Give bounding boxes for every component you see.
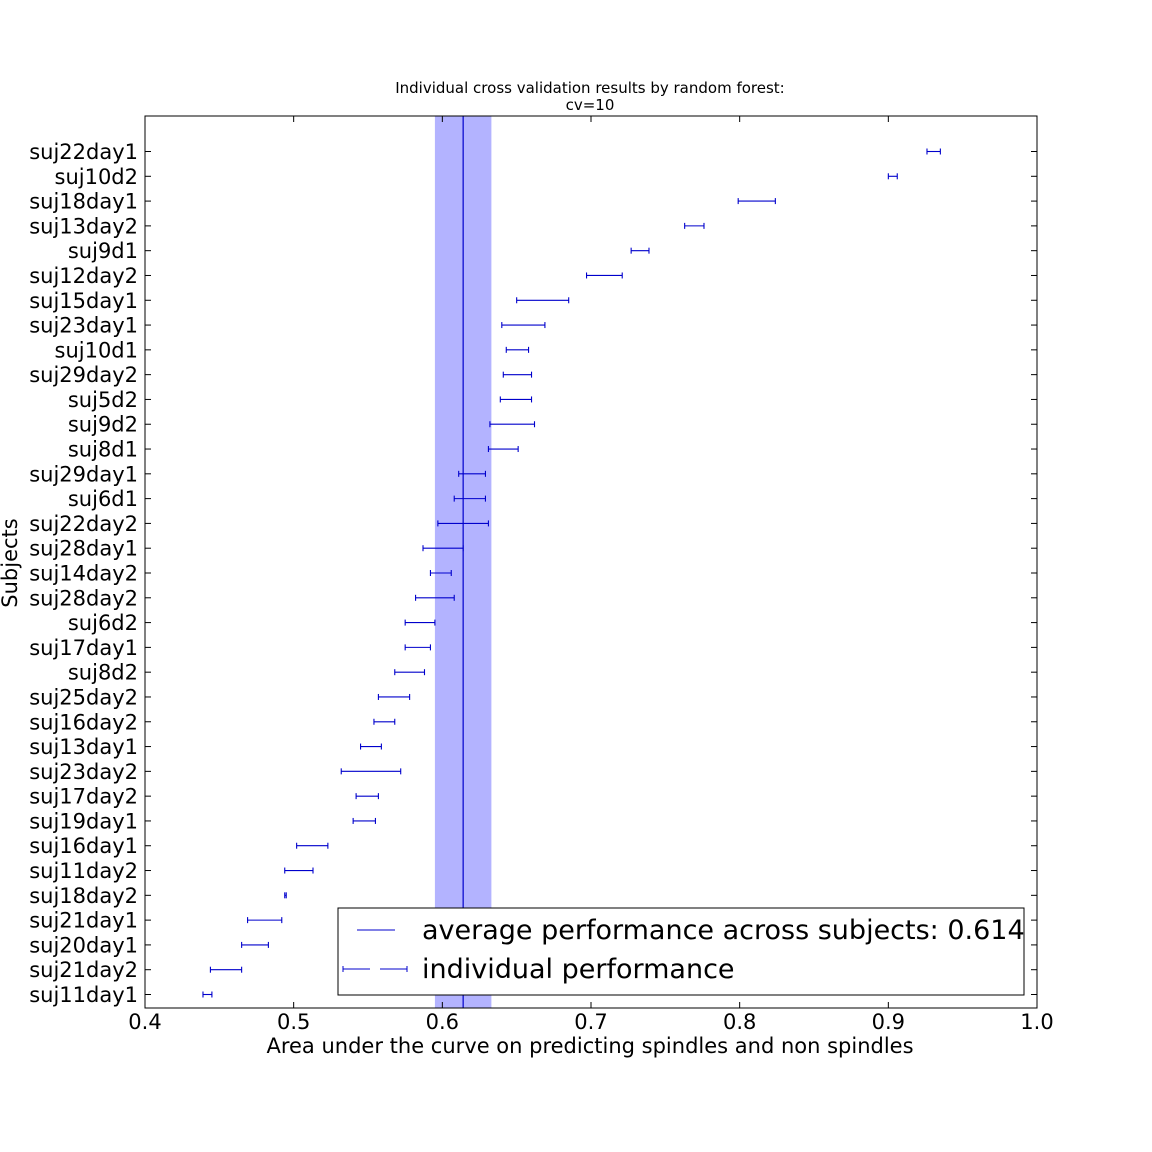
subject-error-bar: [284, 867, 314, 874]
subject-error-bar: [284, 892, 287, 899]
subject-error-bar: [737, 198, 776, 205]
subject-label: suj19day1: [29, 809, 138, 833]
subject-error-bar: [404, 644, 431, 651]
x-axis-label: Area under the curve on predicting spind…: [266, 1034, 913, 1058]
subject-error-bar: [202, 991, 213, 998]
subject-label: suj6d2: [68, 611, 138, 635]
legend-frame: [337, 907, 1025, 996]
subject-error-bar: [352, 817, 376, 824]
subject-error-bar: [505, 346, 530, 353]
subject-label: suj17day1: [29, 636, 138, 660]
subject-label: suj17day2: [29, 785, 138, 809]
subject-label: suj13day1: [29, 735, 138, 759]
subject-label: suj22day1: [29, 140, 138, 164]
subject-label: suj10d1: [55, 338, 139, 362]
subject-error-bar: [429, 570, 452, 576]
subject-error-bar: [296, 842, 329, 849]
x-tick-label: 0.9: [872, 1010, 905, 1034]
subject-error-bar: [394, 669, 426, 676]
subject-label: suj23day1: [29, 314, 138, 338]
legend: average performance across subjects: 0.6…: [337, 907, 1025, 996]
subject-error-bar: [415, 594, 455, 601]
subject-label: suj20day1: [29, 933, 138, 957]
legend-individual-label: individual performance: [422, 954, 735, 985]
chart-title: Individual cross validation results by r…: [395, 79, 785, 97]
subject-label: suj29day2: [29, 363, 138, 387]
subject-label: suj29day1: [29, 462, 138, 486]
x-tick-label: 0.5: [277, 1010, 310, 1034]
y-axis-label: Subjects: [0, 518, 22, 607]
subject-label: suj10d2: [55, 165, 139, 189]
subject-error-bar: [241, 941, 269, 948]
subject-error-bar: [887, 173, 898, 180]
subject-error-bar: [458, 470, 486, 477]
subject-label: suj5d2: [68, 388, 138, 412]
subject-error-bar: [630, 247, 650, 254]
subject-label: suj6d1: [68, 487, 138, 511]
subject-label: suj22day2: [29, 512, 138, 536]
subject-error-bar: [453, 495, 486, 502]
subject-error-bar: [585, 272, 623, 279]
subject-error-bar: [489, 421, 536, 428]
x-tick-label: 0.6: [426, 1010, 459, 1034]
subject-error-bar: [247, 917, 283, 924]
subject-label: suj13day2: [29, 214, 138, 238]
subject-error-bar: [499, 396, 533, 403]
subject-error-bar: [355, 793, 379, 800]
plot-area: [144, 116, 1038, 1008]
x-tick-label: 0.7: [574, 1010, 607, 1034]
subject-label: suj11day1: [29, 983, 138, 1007]
x-tick-label: 1.0: [1020, 1010, 1053, 1034]
legend-individual-swatch: [342, 966, 408, 972]
subject-label: suj21day2: [29, 958, 138, 982]
subject-error-bar: [340, 768, 402, 775]
legend-average-label: average performance across subjects: 0.6…: [422, 915, 1025, 946]
subject-label: suj25day2: [29, 685, 138, 709]
subject-label: suj16day2: [29, 710, 138, 734]
subject-label: suj8d1: [68, 438, 138, 462]
subject-label: suj18day2: [29, 884, 138, 908]
subject-error-bar: [404, 619, 436, 626]
subject-label: suj28day2: [29, 586, 138, 610]
plot-frame: [144, 115, 1038, 1009]
subject-label: suj18day1: [29, 190, 138, 214]
subject-label: suj21day1: [29, 909, 138, 933]
subject-error-bar: [437, 520, 489, 527]
subject-label: suj9d2: [68, 413, 138, 437]
subject-label: suj12day2: [29, 264, 138, 288]
subject-error-bar: [516, 297, 570, 304]
x-tick-label: 0.4: [128, 1010, 161, 1034]
subject-error-bar: [501, 322, 546, 329]
subject-error-bar: [502, 371, 533, 378]
subject-label: suj9d1: [68, 239, 138, 263]
subject-label: suj23day2: [29, 760, 138, 784]
subject-error-bar: [487, 446, 519, 453]
subject-error-bar: [926, 148, 941, 155]
chart-subtitle: cv=10: [566, 96, 615, 114]
subject-error-bar: [360, 743, 382, 750]
subject-label: suj16day1: [29, 834, 138, 858]
subject-label: suj11day2: [29, 859, 138, 883]
subject-error-bar: [209, 966, 243, 973]
subject-error-bar: [373, 718, 396, 725]
subject-label: suj14day2: [29, 562, 138, 586]
subject-label: suj28day1: [29, 537, 138, 561]
subject-error-bar: [684, 222, 705, 229]
subject-error-bar: [422, 545, 464, 552]
subject-label: suj8d2: [68, 661, 138, 685]
subject-label: suj15day1: [29, 289, 138, 313]
x-tick-label: 0.8: [723, 1010, 756, 1034]
subject-error-bar: [377, 693, 411, 700]
